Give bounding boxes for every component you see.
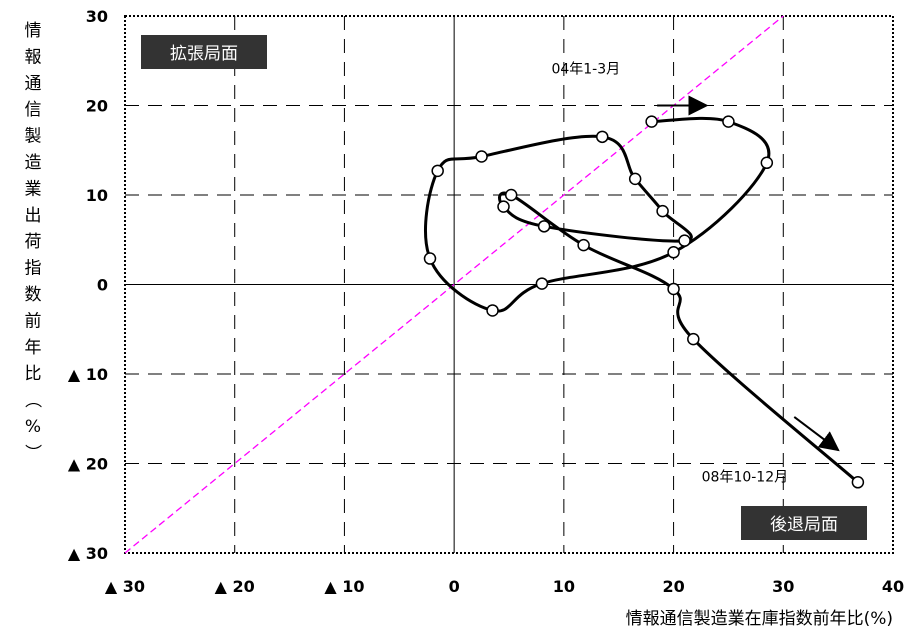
data-point [596,130,609,144]
direction-arrow [793,416,840,452]
y-axis-title-char: ） [22,444,42,461]
data-point [577,238,590,252]
marker-layer [423,115,865,489]
x-tick-label: ▲ 30 [105,577,145,596]
x-tick-label: 10 [553,577,575,596]
data-point [497,200,510,213]
y-tick-label: 0 [97,276,108,295]
x-tick-label: 20 [662,577,684,596]
x-tick-label: ▲ 10 [324,577,364,596]
phase-label: 後退局面 [770,515,838,535]
data-point [851,476,865,489]
y-axis-title-char: （ [22,391,42,408]
data-point [486,304,499,317]
x-tick-label: 40 [882,577,904,596]
data-point [535,277,549,290]
arrow-layer [657,95,840,452]
y-axis-title-char: % [25,417,41,437]
y-axis-title-char: 荷 [25,232,42,252]
data-point [760,156,774,170]
y-axis-title-char: 出 [25,206,42,226]
y-axis-title-char: 年 [25,338,42,358]
x-tick-label: 0 [449,577,460,596]
data-point [628,172,642,186]
x-tick-label: ▲ 20 [215,577,255,596]
y-tick-label: ▲ 30 [68,544,108,563]
y-axis-title-char: 通 [25,74,42,94]
series-layer [424,116,860,484]
y-tick-label: ▲ 10 [68,365,108,384]
data-point [656,204,669,218]
data-point [504,188,518,202]
y-axis-title-char: 情 [25,21,42,41]
y-axis-title-char: 比 [25,364,42,384]
phase-label-box [741,506,867,540]
y-tick-label: ▲ 20 [68,455,108,474]
data-point [431,164,444,178]
phase-label-box [141,35,267,69]
data-point [667,282,680,296]
y-tick-label: 30 [86,7,108,26]
data-point [687,332,700,346]
y-axis-title-char: 信 [25,100,42,120]
data-point [423,252,437,265]
y-axis-title-char: 数 [25,285,42,305]
data-point [537,220,551,233]
grid-layer [124,15,894,554]
y-axis-title-char: 造 [25,153,42,173]
series-line [424,116,860,484]
x-axis-title: 情報通信製造業在庫指数前年比(%) [626,609,893,629]
data-point [678,234,691,247]
data-point [645,115,658,128]
data-point [475,150,488,163]
y-axis-title-char: 報 [25,47,42,67]
y-axis-title-char: 指 [25,259,42,279]
y-axis-title-char: 前 [25,311,42,331]
x-tick-label: 30 [772,577,794,596]
phase-label: 拡張局面 [170,44,238,64]
y-tick-label: 20 [86,97,108,116]
point-annotation: 08年10-12月 [702,469,789,485]
plot-border [124,15,894,554]
data-point [722,115,735,128]
point-annotation: 04年1-3月 [551,61,620,77]
y-axis-title-char: 業 [25,179,42,199]
data-point [667,246,680,259]
y-tick-label: 10 [86,186,108,205]
label-layer: ▲ 30 ▲ 20 ▲ 10 0 10 20 30 40 ▲ 30 ▲ 20 ▲ 10 0 10 20 30… [22,7,904,629]
y-axis-title-char: 製 [25,127,42,147]
